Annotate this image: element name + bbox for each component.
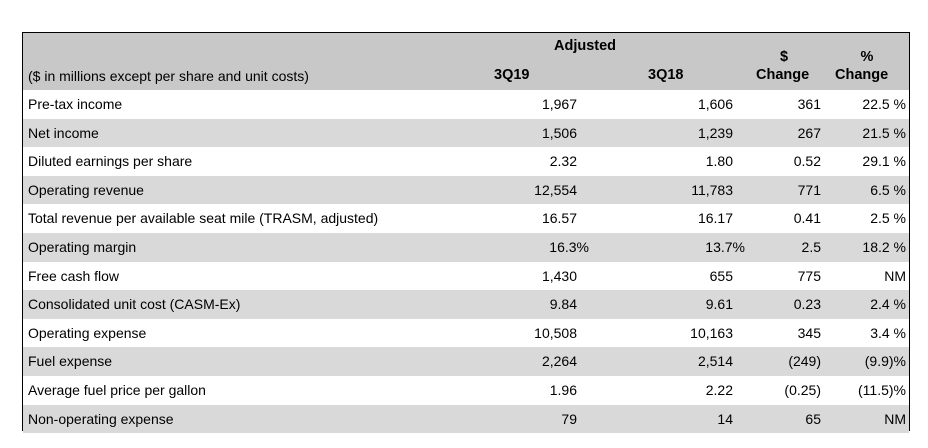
value-dollar-change: 361 <box>797 96 821 112</box>
table-row: Operating margin 16.3% 13.7% 2.5 18.2 % <box>23 233 909 262</box>
value-percent-change: NM <box>884 267 906 284</box>
column-header-dollar-symbol: $ <box>779 49 789 65</box>
value-dollar-change: 0.23 <box>793 296 821 313</box>
value-3q18: 9.61 <box>705 296 733 313</box>
value-3q19: 2.32 <box>549 153 577 170</box>
value-percent-change: 6.5 % <box>870 181 906 198</box>
value-dollar-change: 775 <box>797 267 821 284</box>
row-label: Consolidated unit cost (CASM-Ex) <box>28 296 241 313</box>
table-row: Operating revenue 12,554 11,783 771 6.5 % <box>23 175 909 205</box>
value-3q19: 10,508 <box>534 324 577 341</box>
value-3q18: 655 <box>709 267 733 284</box>
table-row: Fuel expense 2,264 2,514 (249) (9.9)% <box>23 347 909 376</box>
value-percent-change: 22.5 % <box>862 96 906 112</box>
row-label: Free cash flow <box>28 267 120 284</box>
value-percent-change: (11.5)% <box>858 382 906 398</box>
value-3q19: 16.57 <box>541 210 577 227</box>
value-percent-change: 21.5 % <box>862 124 906 141</box>
value-3q18: 2.22 <box>705 382 733 398</box>
table-row: Average fuel price per gallon 1.96 2.22 (0.… <box>23 376 909 405</box>
column-header-3q18: 3Q18 <box>648 67 684 83</box>
value-percent-change: 2.4 % <box>870 296 906 313</box>
column-header-percent-symbol: % <box>860 49 874 65</box>
value-percent-change: 18.2 % <box>862 239 906 255</box>
table-row: Total revenue per available seat mile (T… <box>23 204 909 233</box>
value-3q19: 2,264 <box>541 353 577 370</box>
value-dollar-change: 0.52 <box>793 153 821 170</box>
value-dollar-change: 65 <box>805 410 821 427</box>
value-3q19: 79 <box>561 410 577 427</box>
column-header-percent-change: Change <box>835 67 889 83</box>
value-3q18: 16.17 <box>697 210 733 227</box>
table-row: Consolidated unit cost (CASM-Ex) 9.84 9.61… <box>23 290 909 319</box>
value-percent-change: (9.9)% <box>864 353 906 370</box>
value-dollar-change: (249) <box>788 353 821 370</box>
value-dollar-change: 267 <box>797 124 821 141</box>
financial-table: Adjusted ($ in millions except per share… <box>22 32 910 434</box>
table-row: Net income 1,506 1,239 267 21.5 % <box>23 118 909 148</box>
value-3q19: 1,506 <box>541 124 577 141</box>
value-3q18: 1.80 <box>705 153 733 170</box>
table-row: Non-operating expense 79 14 65 NM <box>23 404 909 434</box>
table-row: Operating expense 10,508 10,163 345 3.4 % <box>23 319 909 348</box>
row-label: Diluted earnings per share <box>28 153 193 170</box>
row-label: Operating expense <box>28 324 147 341</box>
column-header-dollar-change: Change <box>756 67 810 83</box>
value-dollar-change: (0.25) <box>784 382 821 398</box>
value-dollar-change: 0.41 <box>793 210 821 227</box>
value-3q19: 1,430 <box>541 267 577 284</box>
value-3q18: 14 <box>717 410 733 427</box>
value-3q18: 2,514 <box>697 353 733 370</box>
header-subtitle: ($ in millions except per share and unit… <box>28 68 309 84</box>
value-3q18: 1,239 <box>697 124 733 141</box>
row-label: Non-operating expense <box>28 410 174 427</box>
value-dollar-change: 345 <box>797 324 821 341</box>
value-3q19: 12,554 <box>534 181 577 198</box>
value-percent-change: NM <box>884 410 906 427</box>
value-3q19: 16.3% <box>549 239 589 255</box>
column-header-3q19: 3Q19 <box>494 67 530 83</box>
value-dollar-change: 2.5 <box>801 239 821 255</box>
adjusted-group-label: Adjusted <box>554 38 617 54</box>
value-3q18: 11,783 <box>691 181 733 198</box>
row-label: Total revenue per available seat mile (T… <box>28 210 379 227</box>
value-percent-change: 3.4 % <box>870 324 906 341</box>
value-3q18: 1,606 <box>697 96 733 112</box>
value-3q18: 10,163 <box>690 324 733 341</box>
table-row: Free cash flow 1,430 655 775 NM <box>23 262 909 291</box>
value-percent-change: 2.5 % <box>870 210 906 227</box>
table-header: Adjusted ($ in millions except per share… <box>23 33 909 90</box>
row-label: Net income <box>28 124 99 141</box>
row-label: Operating revenue <box>28 181 144 198</box>
row-label: Average fuel price per gallon <box>28 382 206 398</box>
row-label: Pre-tax income <box>28 96 123 112</box>
row-label: Fuel expense <box>28 353 113 370</box>
table-row: Diluted earnings per share 2.32 1.80 0.52 29… <box>23 147 909 176</box>
value-3q19: 1,967 <box>541 96 577 112</box>
row-label: Operating margin <box>28 239 137 255</box>
value-dollar-change: 771 <box>797 181 821 198</box>
value-3q19: 9.84 <box>549 296 577 313</box>
table-row: Pre-tax income 1,967 1,606 361 22.5 % <box>23 90 909 119</box>
value-3q19: 1.96 <box>549 382 577 398</box>
value-percent-change: 29.1 % <box>862 153 906 170</box>
value-3q18: 13.7% <box>705 239 745 255</box>
